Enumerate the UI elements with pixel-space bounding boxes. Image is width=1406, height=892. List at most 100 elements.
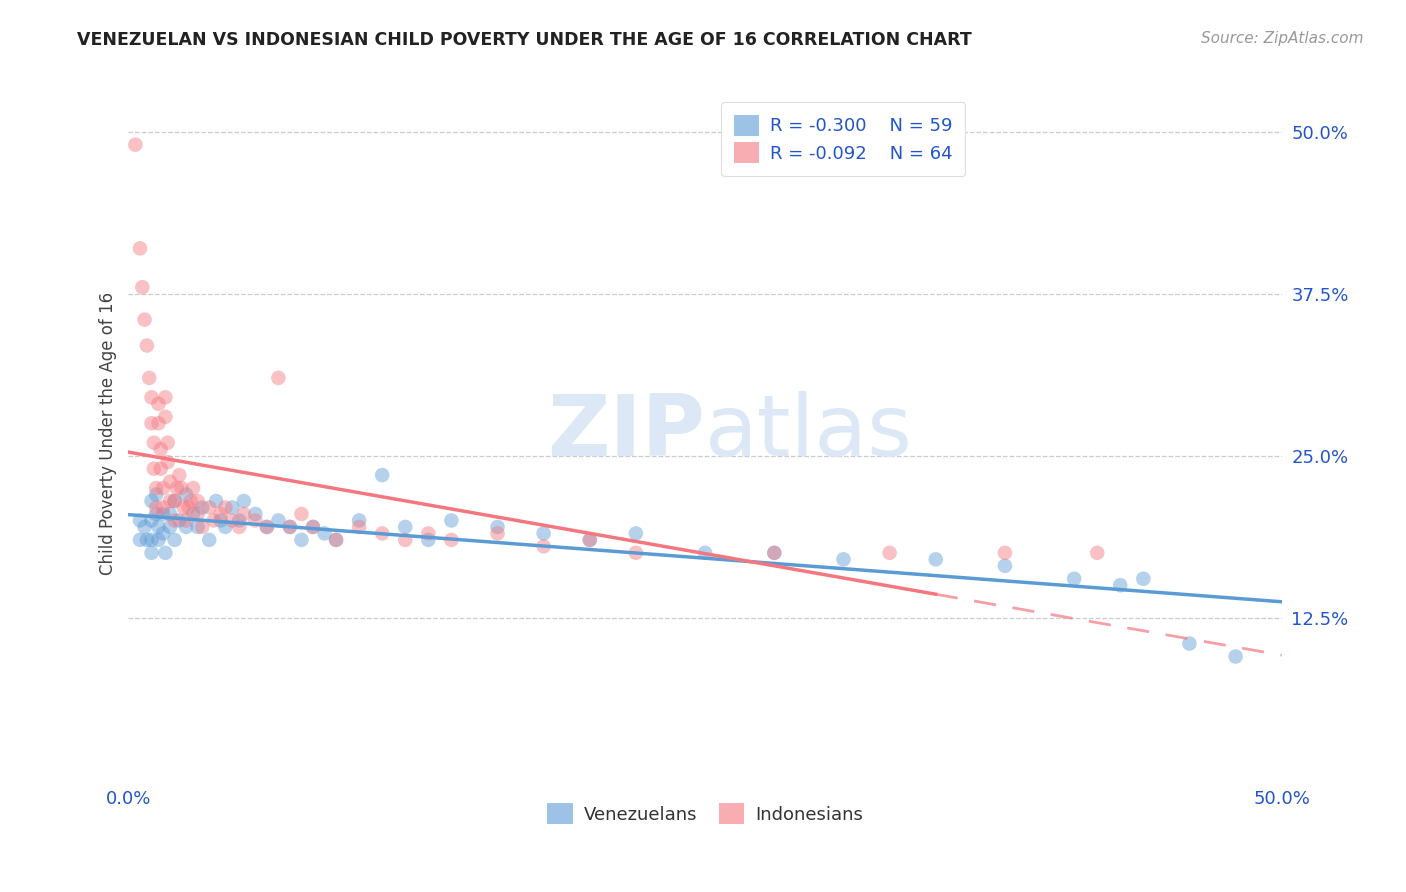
- Point: [177, 500, 200, 515]
- Point: [245, 513, 267, 527]
- Point: [1109, 578, 1132, 592]
- Point: [267, 513, 290, 527]
- Point: [256, 520, 278, 534]
- Point: [145, 507, 167, 521]
- Point: [159, 494, 181, 508]
- Point: [256, 520, 278, 534]
- Point: [145, 500, 167, 515]
- Point: [148, 533, 170, 547]
- Point: [267, 371, 290, 385]
- Point: [166, 481, 188, 495]
- Point: [141, 494, 163, 508]
- Text: atlas: atlas: [704, 392, 912, 475]
- Point: [486, 520, 509, 534]
- Point: [156, 435, 179, 450]
- Point: [325, 533, 347, 547]
- Point: [1063, 572, 1085, 586]
- Point: [129, 241, 152, 255]
- Point: [141, 390, 163, 404]
- Point: [371, 468, 394, 483]
- Point: [347, 520, 370, 534]
- Point: [173, 500, 195, 515]
- Point: [832, 552, 855, 566]
- Point: [994, 546, 1017, 560]
- Point: [187, 507, 209, 521]
- Point: [394, 533, 416, 547]
- Point: [134, 312, 156, 326]
- Point: [155, 390, 177, 404]
- Point: [278, 520, 301, 534]
- Point: [191, 520, 214, 534]
- Point: [221, 500, 243, 515]
- Point: [578, 533, 600, 547]
- Point: [131, 280, 153, 294]
- Y-axis label: Child Poverty Under the Age of 16: Child Poverty Under the Age of 16: [100, 292, 117, 574]
- Text: ZIP: ZIP: [547, 392, 704, 475]
- Point: [138, 371, 160, 385]
- Point: [245, 507, 267, 521]
- Point: [302, 520, 325, 534]
- Point: [148, 417, 170, 431]
- Point: [167, 468, 190, 483]
- Point: [180, 494, 202, 508]
- Point: [163, 513, 186, 527]
- Point: [693, 546, 716, 560]
- Point: [205, 494, 228, 508]
- Point: [1132, 572, 1154, 586]
- Point: [486, 526, 509, 541]
- Point: [209, 513, 232, 527]
- Point: [152, 500, 174, 515]
- Text: Source: ZipAtlas.com: Source: ZipAtlas.com: [1201, 31, 1364, 46]
- Point: [135, 338, 157, 352]
- Point: [879, 546, 901, 560]
- Point: [1085, 546, 1108, 560]
- Point: [440, 533, 463, 547]
- Point: [533, 526, 555, 541]
- Point: [209, 507, 232, 521]
- Point: [155, 546, 177, 560]
- Point: [763, 546, 786, 560]
- Point: [232, 494, 254, 508]
- Point: [624, 546, 647, 560]
- Point: [440, 513, 463, 527]
- Point: [278, 520, 301, 534]
- Point: [198, 500, 221, 515]
- Text: VENEZUELAN VS INDONESIAN CHILD POVERTY UNDER THE AGE OF 16 CORRELATION CHART: VENEZUELAN VS INDONESIAN CHILD POVERTY U…: [77, 31, 972, 49]
- Point: [187, 494, 209, 508]
- Point: [155, 409, 177, 424]
- Point: [174, 487, 197, 501]
- Point: [141, 513, 163, 527]
- Point: [1225, 649, 1247, 664]
- Point: [141, 533, 163, 547]
- Point: [163, 533, 186, 547]
- Point: [141, 417, 163, 431]
- Point: [763, 546, 786, 560]
- Point: [1178, 636, 1201, 650]
- Point: [141, 546, 163, 560]
- Point: [221, 513, 243, 527]
- Point: [142, 435, 165, 450]
- Point: [174, 520, 197, 534]
- Point: [191, 500, 214, 515]
- Point: [624, 526, 647, 541]
- Point: [290, 507, 312, 521]
- Point: [994, 558, 1017, 573]
- Point: [228, 520, 250, 534]
- Point: [202, 513, 225, 527]
- Point: [163, 494, 186, 508]
- Point: [347, 513, 370, 527]
- Point: [149, 461, 172, 475]
- Point: [152, 507, 174, 521]
- Point: [418, 526, 440, 541]
- Point: [290, 533, 312, 547]
- Point: [314, 526, 336, 541]
- Point: [148, 520, 170, 534]
- Point: [302, 520, 325, 534]
- Point: [578, 533, 600, 547]
- Point: [129, 513, 152, 527]
- Point: [148, 397, 170, 411]
- Point: [418, 533, 440, 547]
- Point: [163, 494, 186, 508]
- Point: [129, 533, 152, 547]
- Point: [156, 455, 179, 469]
